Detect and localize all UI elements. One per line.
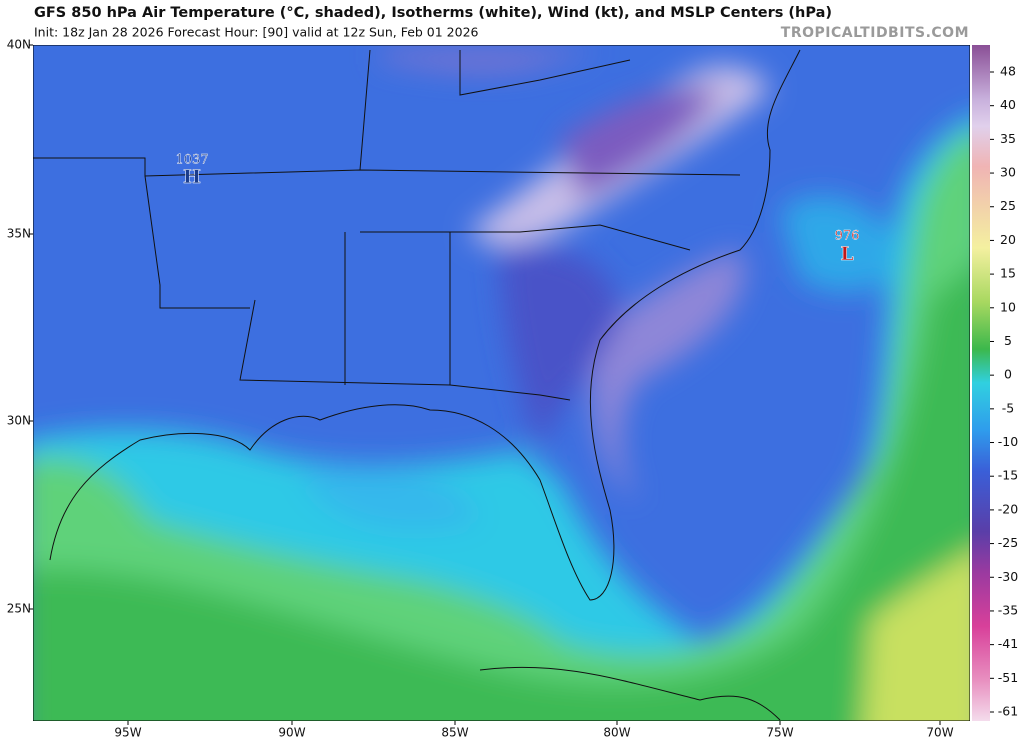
latitude-label: 35N [7,227,31,241]
colorbar-label: -30 [998,569,1018,584]
colorbar-label: 35 [1000,131,1016,146]
colorbar-label: -35 [998,602,1018,617]
colorbar-label: -61 [998,704,1018,719]
map-subtitle: Init: 18z Jan 28 2026 Forecast Hour: [90… [34,25,479,40]
colorbar-label: -15 [998,468,1018,483]
colorbar-label: -5 [1002,400,1014,415]
latitude-label: 30N [7,414,31,428]
colorbar-label: 10 [1000,299,1016,314]
pressure-symbol: L [840,243,853,265]
colorbar-label: -10 [998,434,1018,449]
colorbar-label: 0 [1004,367,1012,382]
pressure-symbol: H [183,166,201,188]
longitude-label: 70W [926,726,953,740]
colorbar-label: 30 [1000,165,1016,180]
colorbar-label: 20 [1000,232,1016,247]
colorbar-label: 40 [1000,97,1016,112]
colorbar-label: -41 [998,636,1018,651]
colorbar-label: -51 [998,670,1018,685]
watermark: TROPICALTIDBITS.COM [781,25,969,41]
latitude-label: 25N [7,602,31,616]
longitude-label: 90W [278,726,305,740]
map-title: GFS 850 hPa Air Temperature (°C, shaded)… [34,5,832,21]
longitude-label: 80W [603,726,630,740]
colorbar-label: -20 [998,501,1018,516]
longitude-label: 95W [114,726,141,740]
colorbar-label: -25 [998,535,1018,550]
pressure-value: 976 [835,229,860,244]
pressure-value: 1037 [175,153,208,168]
latitude-label: 40N [7,38,31,52]
longitude-label: 75W [766,726,793,740]
colorbar-label: 25 [1000,198,1016,213]
colorbar-label: 48 [1000,64,1016,79]
colorbar [972,45,990,721]
colorbar-label: 15 [1000,266,1016,281]
temperature-field [33,45,970,721]
colorbar-label: 5 [1004,333,1012,348]
longitude-label: 85W [441,726,468,740]
